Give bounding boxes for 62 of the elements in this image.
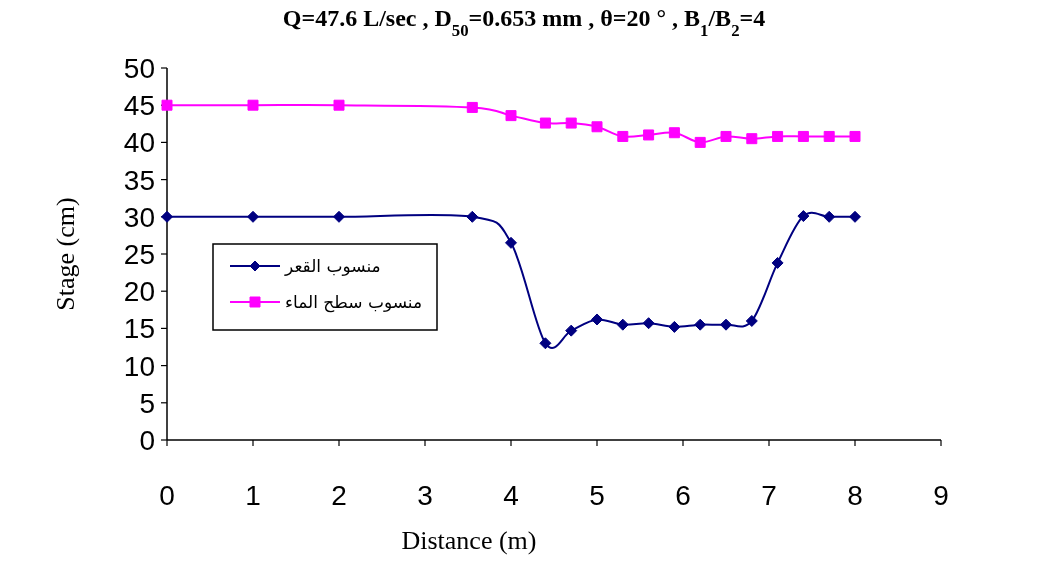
point <box>591 121 603 133</box>
point <box>161 99 173 111</box>
point <box>539 337 552 350</box>
point <box>617 130 629 142</box>
y-tick-label: 50 <box>123 53 155 84</box>
point <box>616 318 629 331</box>
point <box>797 210 810 223</box>
point <box>694 136 706 148</box>
point <box>505 110 517 122</box>
x-tick-label: 7 <box>761 480 777 511</box>
y-tick-label: 5 <box>139 387 155 419</box>
point <box>720 130 732 142</box>
y-tick-label: 45 <box>123 90 155 122</box>
x-tick-label: 2 <box>331 480 347 511</box>
legend-label: منسوب سطح الماء <box>285 292 423 313</box>
point <box>668 127 680 139</box>
y-tick-label: 10 <box>123 350 155 382</box>
point <box>720 318 732 331</box>
point <box>642 317 655 330</box>
point <box>247 210 259 223</box>
point <box>333 210 345 223</box>
x-tick-label: 3 <box>417 480 433 511</box>
chart-title: Q=47.6 L/sec , D$_{50}$=0.653 mm , θ=20 ° , B$_{1}$/B$_{2}$=4 <box>282 5 766 40</box>
point <box>591 313 603 326</box>
point <box>247 99 259 111</box>
legend-label: منسوب القعر <box>284 256 381 276</box>
y-tick-label: 30 <box>123 201 155 233</box>
point <box>565 117 577 129</box>
point <box>745 314 758 327</box>
x-tick-label: 0 <box>159 480 175 511</box>
x-tick-label: 6 <box>675 480 691 511</box>
point <box>565 324 578 337</box>
y-tick-label: 20 <box>123 276 155 308</box>
x-tick-label: 5 <box>589 480 605 511</box>
point <box>694 318 707 331</box>
point <box>823 210 836 223</box>
y-tick-label: 25 <box>123 239 155 270</box>
point <box>505 236 517 249</box>
y-tick-label: 40 <box>123 127 155 159</box>
point <box>823 130 835 142</box>
point <box>466 210 479 223</box>
point <box>849 210 861 223</box>
y-tick-label: 15 <box>123 313 155 345</box>
y-tick-label: 0 <box>139 425 155 456</box>
y-axis-title: Stage (cm) <box>51 197 80 311</box>
x-tick-label: 1 <box>245 480 261 511</box>
point <box>772 130 784 142</box>
point <box>161 210 173 223</box>
point <box>797 130 809 142</box>
point <box>466 101 478 113</box>
point <box>333 99 345 111</box>
point <box>771 256 784 269</box>
x-tick-label: 4 <box>503 480 519 511</box>
point <box>643 129 655 141</box>
point <box>849 130 861 142</box>
point <box>746 133 758 145</box>
x-axis-title: Distance (m) <box>401 526 537 555</box>
point <box>668 320 681 333</box>
x-tick-label: 9 <box>933 480 949 511</box>
x-tick-label: 8 <box>847 480 863 511</box>
point <box>539 117 551 129</box>
y-tick-label: 35 <box>123 164 155 196</box>
